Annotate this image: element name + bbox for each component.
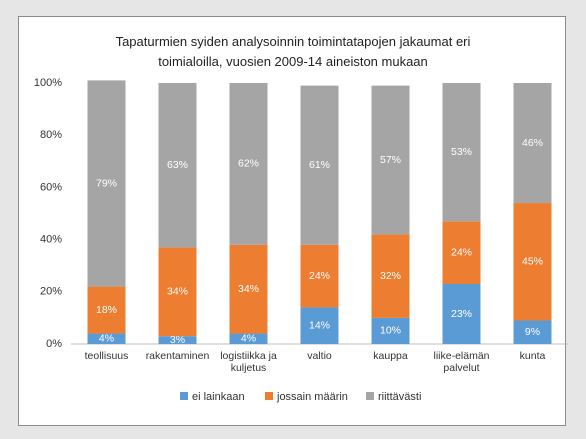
y-tick-label: 40%: [40, 234, 62, 246]
value-label: 3%: [170, 334, 185, 346]
x-tick-label: logistiikka ja kuljetus: [220, 350, 277, 374]
value-label: 46%: [522, 137, 543, 149]
legend-swatch: [265, 392, 273, 400]
value-label: 4%: [241, 333, 256, 345]
x-tick-label-box: kunta: [519, 350, 546, 362]
bar-segment: [513, 83, 552, 204]
value-label: 10%: [380, 325, 401, 337]
y-tick-label: 80%: [40, 129, 62, 141]
x-tick-label-box: teollisuus: [84, 350, 129, 362]
bar-segment: [371, 234, 410, 318]
legend-swatch: [366, 392, 374, 400]
x-tick-label: kauppa: [373, 350, 408, 362]
value-label: 61%: [309, 159, 330, 171]
value-label: 24%: [451, 246, 472, 258]
value-label: 9%: [525, 326, 540, 338]
x-tick-label: rakentaminen: [145, 350, 210, 362]
bar-segment: [442, 221, 481, 284]
bar-segment: [442, 283, 481, 344]
bar-segment: [371, 85, 410, 235]
legend-label: jossain määrin: [276, 391, 348, 403]
value-label: 23%: [451, 308, 472, 320]
bar-segment: [229, 244, 268, 334]
value-label: 4%: [99, 333, 114, 345]
value-label: 57%: [380, 154, 401, 166]
bar-segment: [300, 307, 339, 344]
x-tick-label-box: valtio: [307, 350, 332, 362]
y-tick-label: 20%: [40, 286, 62, 298]
bar-segment: [158, 336, 197, 344]
value-label: 32%: [380, 270, 401, 282]
value-label: 34%: [167, 286, 188, 298]
value-label: 24%: [309, 270, 330, 282]
bar-segment: [158, 247, 197, 337]
x-tick-label: kunta: [519, 350, 546, 362]
bar-segment: [158, 83, 197, 248]
bar-segment: [87, 333, 126, 344]
value-label: 14%: [309, 320, 330, 332]
value-label: 53%: [451, 146, 472, 158]
bar-segment: [229, 333, 268, 344]
chart-title: Tapaturmien syiden analysoinnin toiminta…: [115, 34, 471, 69]
x-tick-label-box: liike-elämän palvelut: [433, 350, 490, 374]
bar-segment: [229, 83, 268, 245]
value-label: 79%: [96, 177, 117, 189]
bar-segment: [87, 286, 126, 334]
x-tick-label: teollisuus: [84, 350, 129, 362]
bar-segment: [87, 80, 126, 287]
value-label: 18%: [96, 304, 117, 316]
y-tick-label: 100%: [34, 77, 62, 89]
value-label: 34%: [238, 283, 259, 295]
value-label: 45%: [522, 256, 543, 268]
value-label: 63%: [167, 159, 188, 171]
x-tick-label-box: logistiikka ja kuljetus: [220, 350, 277, 374]
x-tick-label-box: rakentaminen: [145, 350, 210, 362]
bar-segment: [300, 244, 339, 308]
x-tick-label-box: kauppa: [373, 350, 408, 362]
legend-swatch: [180, 392, 188, 400]
value-label: 62%: [238, 158, 259, 170]
bar-segment: [300, 85, 339, 245]
y-tick-label: 0%: [46, 338, 62, 350]
y-tick-label: 60%: [40, 181, 62, 193]
legend-label: ei lainkaan: [192, 391, 245, 403]
bar-segment: [513, 203, 552, 321]
bar-segment: [442, 83, 481, 222]
bar-segment: [513, 320, 552, 344]
legend-label: riittävästi: [378, 391, 421, 403]
bar-segment: [371, 317, 410, 344]
x-tick-label: valtio: [307, 350, 332, 362]
x-tick-label: liike-elämän palvelut: [433, 350, 490, 374]
